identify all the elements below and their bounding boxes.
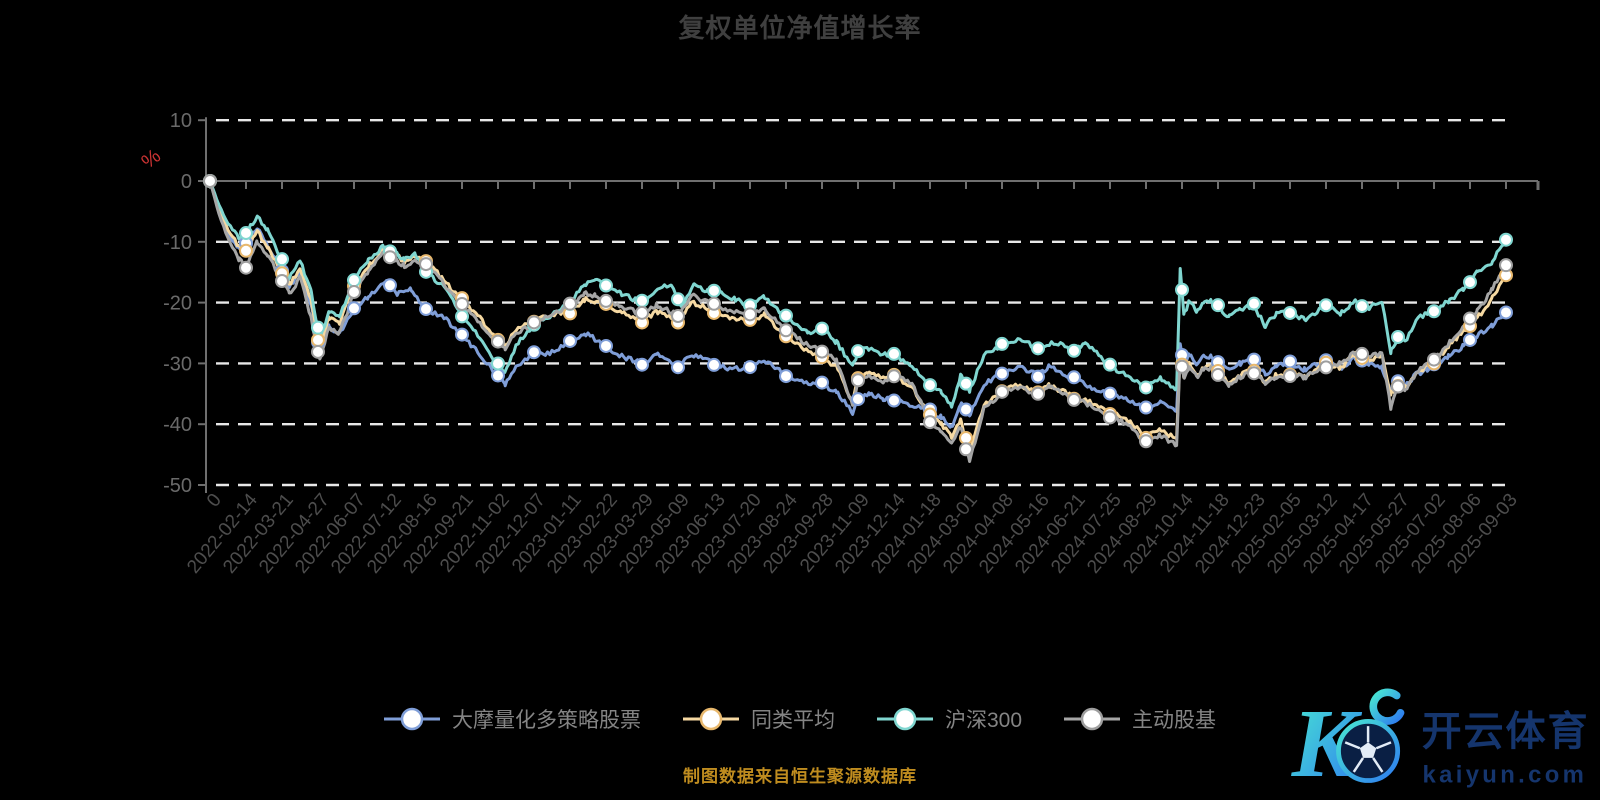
chart-title: 复权单位净值增长率 (678, 13, 922, 43)
legend-label: 同类平均 (750, 709, 835, 732)
legend-item-大摩量化多策略股票[interactable]: 大摩量化多策略股票 (383, 704, 641, 734)
svg-text:-10: -10 (163, 232, 192, 254)
svg-text:-40: -40 (163, 414, 192, 436)
legend-marker-icon (876, 707, 933, 731)
chart-legend: 大摩量化多策略股票 同类平均 沪深300 主动股基 (0, 704, 1600, 734)
kaiyun-k-mark: K (1291, 688, 1405, 798)
legend-marker-icon (682, 707, 739, 731)
data-source-note: 制图数据来自恒生聚源数据库 (683, 767, 917, 786)
svg-text:-30: -30 (163, 353, 192, 375)
brand-name-cn: 开云体育 (1422, 710, 1590, 754)
line-chart-canvas[interactable]: 100-10-20-30-40-50%02022-02-142022-03-21… (0, 0, 1600, 660)
soccer-ball-icon (1336, 718, 1401, 783)
svg-text:%: % (138, 145, 166, 173)
legend-item-同类平均[interactable]: 同类平均 (682, 704, 835, 734)
svg-text:-50: -50 (163, 475, 192, 497)
legend-label: 大摩量化多策略股票 (451, 709, 641, 732)
legend-marker-icon (383, 707, 440, 731)
kaiyun-logo[interactable]: K 开云体育 kaiyun.com (1286, 682, 1600, 798)
legend-marker-icon (1064, 707, 1121, 731)
legend-item-沪深300[interactable]: 沪深300 (876, 704, 1023, 734)
svg-text:10: 10 (170, 110, 192, 132)
legend-label: 沪深300 (944, 709, 1023, 732)
svg-text:-20: -20 (163, 293, 192, 315)
legend-label: 主动股基 (1132, 709, 1217, 732)
svg-text:0: 0 (203, 490, 226, 512)
brand-domain: kaiyun.com (1423, 761, 1588, 788)
legend-item-主动股基[interactable]: 主动股基 (1064, 704, 1216, 734)
svg-text:0: 0 (181, 171, 192, 193)
swirl-icon (1369, 688, 1405, 725)
